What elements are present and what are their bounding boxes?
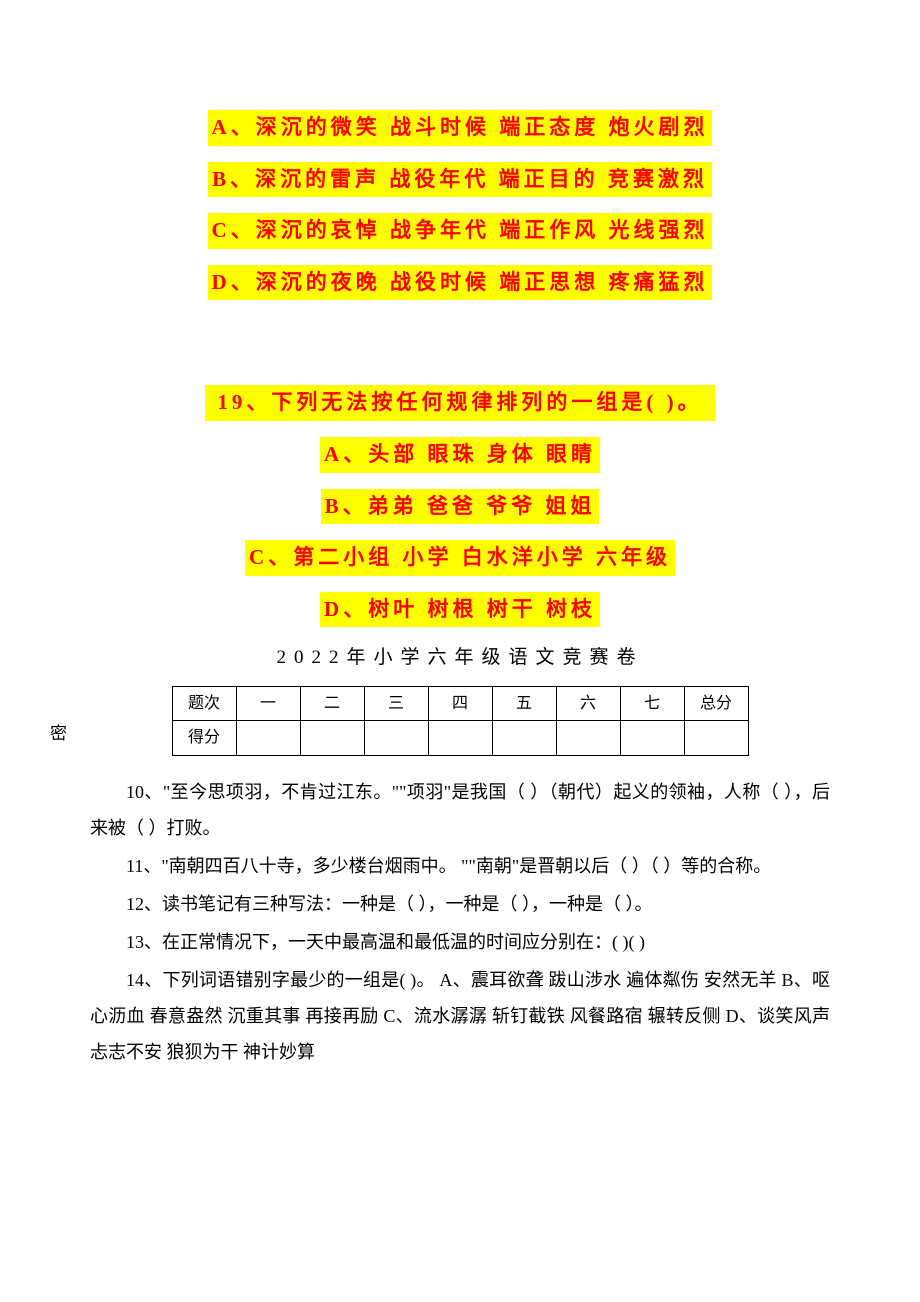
score-cell: [236, 721, 300, 756]
q18-option-a: A、深沉的微笑 战斗时候 端正态度 炮火剧烈: [90, 110, 830, 146]
table-row: 得分: [172, 721, 748, 756]
q19-option-b-text: B、弟弟 爸爸 爷爷 姐姐: [321, 489, 600, 525]
question-14: 14、下列词语错别字最少的一组是( )。 A、震耳欲聋 跋山涉水 遍体粼伤 安然…: [90, 962, 830, 1070]
side-label: 密: [50, 720, 67, 747]
score-table: 题次 一 二 三 四 五 六 七 总分 得分: [172, 686, 749, 756]
score-table-wrapper: 密 题次 一 二 三 四 五 六 七 总分 得分: [90, 686, 830, 756]
col-header: 五: [492, 686, 556, 721]
q18-option-c-text: C、深沉的哀悼 战争年代 端正作风 光线强烈: [208, 213, 713, 249]
question-12: 12、读书笔记有三种写法：一种是（ ），一种是（ ），一种是（ ）。: [90, 886, 830, 922]
q19-title-text: 19、下列无法按任何规律排列的一组是( )。: [205, 385, 714, 421]
col-header: 六: [556, 686, 620, 721]
col-header: 三: [364, 686, 428, 721]
q18-option-c: C、深沉的哀悼 战争年代 端正作风 光线强烈: [90, 213, 830, 249]
q19-title: 19、下列无法按任何规律排列的一组是( )。: [90, 385, 830, 421]
score-cell: [556, 721, 620, 756]
q19-option-b: B、弟弟 爸爸 爷爷 姐姐: [90, 489, 830, 525]
score-cell: [620, 721, 684, 756]
q19-option-d: D、树叶 树根 树干 树枝: [90, 592, 830, 628]
score-cell: [492, 721, 556, 756]
q18-option-b-text: B、深沉的雷声 战役年代 端正目的 竞赛激烈: [208, 162, 712, 198]
row-label: 得分: [172, 721, 236, 756]
q18-option-d-text: D、深沉的夜晚 战役时候 端正思想 疼痛猛烈: [208, 265, 713, 301]
q18-option-a-text: A、深沉的微笑 战斗时候 端正态度 炮火剧烈: [208, 110, 713, 146]
row-label: 题次: [172, 686, 236, 721]
col-header: 一: [236, 686, 300, 721]
q19-option-a: A、头部 眼珠 身体 眼睛: [90, 437, 830, 473]
q19-option-a-text: A、头部 眼珠 身体 眼睛: [320, 437, 600, 473]
q19-option-d-text: D、树叶 树根 树干 树枝: [320, 592, 600, 628]
score-cell: [684, 721, 748, 756]
score-cell: [300, 721, 364, 756]
col-header: 总分: [684, 686, 748, 721]
score-cell: [428, 721, 492, 756]
col-header: 二: [300, 686, 364, 721]
q18-option-b: B、深沉的雷声 战役年代 端正目的 竞赛激烈: [90, 162, 830, 198]
exam-title: 2022年小学六年级语文竞赛卷: [90, 643, 830, 673]
question-10: 10、"至今思项羽，不肯过江东。""项羽"是我国（ ）（朝代）起义的领袖，人称（…: [90, 774, 830, 846]
question-11: 11、"南朝四百八十寺，多少楼台烟雨中。 ""南朝"是晋朝以后（ ）（ ）等的合…: [90, 848, 830, 884]
table-row: 题次 一 二 三 四 五 六 七 总分: [172, 686, 748, 721]
col-header: 四: [428, 686, 492, 721]
q19-option-c-text: C、第二小组 小学 白水洋小学 六年级: [245, 540, 675, 576]
col-header: 七: [620, 686, 684, 721]
q19-option-c: C、第二小组 小学 白水洋小学 六年级: [90, 540, 830, 576]
question-13: 13、在正常情况下，一天中最高温和最低温的时间应分别在：( )( ): [90, 924, 830, 960]
score-cell: [364, 721, 428, 756]
q18-option-d: D、深沉的夜晚 战役时候 端正思想 疼痛猛烈: [90, 265, 830, 301]
